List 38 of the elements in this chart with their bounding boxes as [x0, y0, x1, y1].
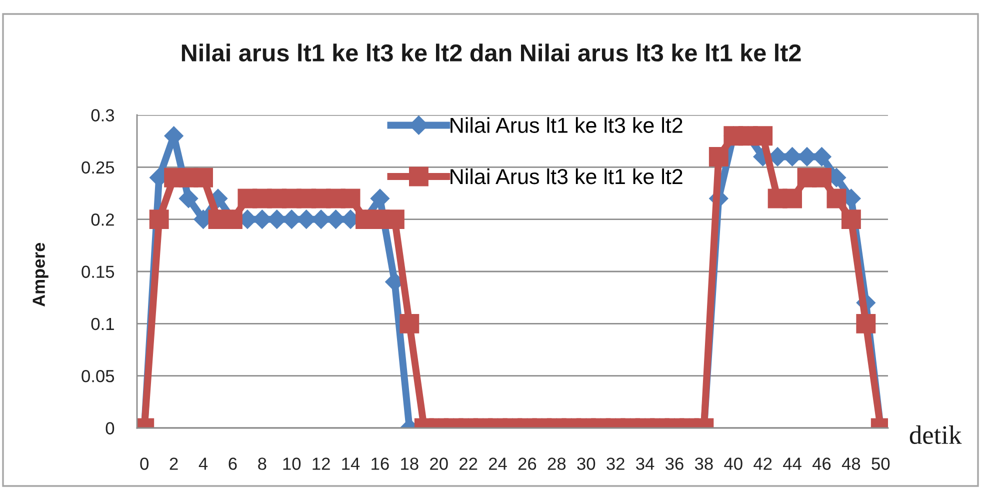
x-tick-label: 36 [665, 458, 684, 470]
x-tick-label: 28 [548, 458, 566, 470]
x-tick-label: 2 [170, 458, 178, 470]
x-tick-label: 16 [372, 458, 389, 470]
y-tick-label: 0.2 [91, 214, 114, 226]
x-tick-label: 0 [140, 458, 149, 470]
x-tick-label: 44 [783, 458, 802, 470]
x-tick-label: 4 [198, 458, 208, 470]
x-axis-title: detik [910, 425, 962, 444]
y-tick-label: 0.15 [82, 266, 114, 278]
y-tick-label: 0 [106, 422, 114, 434]
legend-label: Nilai Arus lt1 ke lt3 ke lt2 [450, 117, 682, 133]
x-tick-label: 26 [518, 458, 536, 470]
x-tick-label: 10 [283, 458, 301, 470]
legend-label: Nilai Arus lt3 ke lt1 ke lt2 [450, 168, 682, 184]
x-tick-label: 42 [754, 458, 772, 470]
x-tick-label: 24 [488, 458, 507, 470]
x-tick-label: 48 [842, 458, 860, 470]
y-tick-label: 0.25 [82, 161, 114, 174]
x-tick-label: 14 [342, 458, 360, 470]
y-tick-label: 0.1 [91, 318, 114, 330]
x-tick-label: 46 [812, 458, 831, 470]
chart-title: Nilai arus lt1 ke lt3 ke lt2 dan Nilai arus lt3 ke lt1 ke lt2 [182, 44, 801, 62]
x-tick-label: 8 [258, 458, 266, 470]
x-tick-label: 38 [694, 458, 713, 470]
x-tick-label: 6 [228, 458, 237, 470]
y-axis-title: Ampere [32, 242, 48, 307]
x-tick-label: 30 [577, 458, 596, 470]
x-tick-label: 18 [401, 458, 418, 470]
x-tick-label: 12 [312, 458, 330, 470]
x-tick-label: 22 [460, 458, 478, 470]
x-tick-label: 40 [724, 458, 742, 470]
x-tick-label: 50 [872, 458, 890, 470]
x-tick-label: 32 [606, 458, 624, 470]
x-tick-label: 34 [636, 458, 654, 470]
x-tick-label: 20 [430, 458, 448, 470]
y-tick-label: 0.05 [82, 370, 114, 382]
y-tick-label: 0.3 [91, 109, 114, 122]
